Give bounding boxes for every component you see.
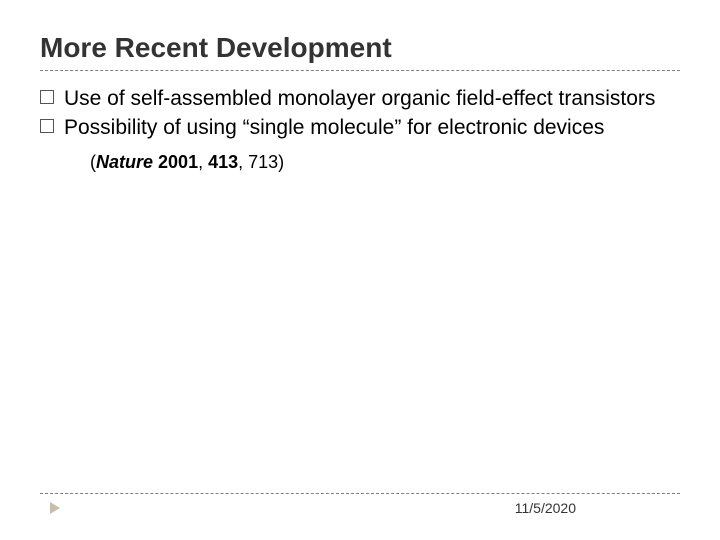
bullet-text: Possibility of using “single molecule” f… xyxy=(64,116,604,139)
slide-title: More Recent Development xyxy=(40,32,680,64)
citation: (Nature 2001, 413, 713) xyxy=(40,152,680,173)
footer: 11/5/2020 xyxy=(40,493,680,516)
citation-sep: , xyxy=(198,152,208,172)
slide: More Recent Development Use of self-asse… xyxy=(0,0,720,540)
footer-date: 11/5/2020 xyxy=(515,500,576,516)
citation-rest: , 713) xyxy=(238,152,284,172)
square-bullet-icon xyxy=(40,119,54,133)
footer-row: 11/5/2020 xyxy=(40,500,680,516)
citation-vol: 413 xyxy=(208,152,238,172)
square-bullet-icon xyxy=(40,90,54,104)
bullet-text: Use of self-assembled monolayer organic … xyxy=(64,87,655,110)
citation-year: 2001 xyxy=(158,152,198,172)
arrow-right-icon xyxy=(50,502,60,514)
bullet-list: Use of self-assembled monolayer organic … xyxy=(40,85,680,142)
title-divider xyxy=(40,70,680,71)
bullet-item: Possibility of using “single molecule” f… xyxy=(40,114,680,141)
bullet-item: Use of self-assembled monolayer organic … xyxy=(40,85,680,112)
citation-journal: Nature xyxy=(96,152,153,172)
footer-divider xyxy=(40,493,680,494)
